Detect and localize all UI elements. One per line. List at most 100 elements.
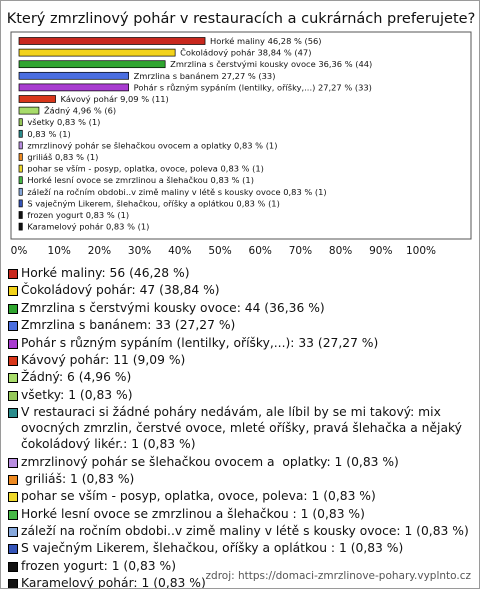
- bar: [18, 71, 129, 80]
- x-tick-label: 30%: [128, 245, 151, 257]
- legend-swatch: [8, 527, 18, 538]
- bar: [18, 106, 40, 115]
- legend-swatch: [8, 373, 18, 384]
- legend-label: záleží na ročním obdobi..v zimě maliny v…: [21, 524, 469, 539]
- legend-swatch: [8, 390, 18, 401]
- legend-item: Pohár s různým sypáním (lentilky, oříšky…: [8, 335, 470, 351]
- legend-label: Žádný: 6 (4,96 %): [21, 370, 132, 385]
- chart: Který zmrzlinový pohár v restauracích a …: [7, 11, 476, 257]
- x-tick-label: 100%: [406, 245, 436, 257]
- legend-swatch: [8, 492, 18, 503]
- x-tick-label: 70%: [289, 245, 312, 257]
- legend-label: pohar se vším - posyp, oplatka, ovoce, p…: [21, 489, 376, 504]
- legend-label: Horké lesní ovoce se zmrzlinou a šlehačk…: [21, 506, 365, 521]
- legend-swatch: [8, 303, 18, 314]
- legend-swatch: [8, 286, 18, 297]
- legend-item: Zmrzlina s čerstvými kousky ovoce: 44 (3…: [8, 300, 470, 316]
- legend-label: Zmrzlina s banánem: 33 (27,27 %): [21, 318, 236, 333]
- source: zdroj: https://domaci-zmrzlinove-pohary.…: [205, 570, 471, 582]
- bar: [18, 48, 176, 57]
- chart-title: Který zmrzlinový pohár v restauracích a …: [7, 11, 476, 27]
- bar-label: Karamelový pohár 0,83 % (1): [27, 222, 149, 232]
- bar: [18, 199, 23, 208]
- bar: [18, 187, 23, 196]
- legend-item: S vaječným Likerem, šlehačkou, oříšky a …: [8, 540, 470, 556]
- legend-item: griliáš: 1 (0,83 %): [8, 471, 470, 487]
- bar-label: griliáš 0,83 % (1): [27, 152, 98, 162]
- legend-item: Čokoládový pohár: 47 (38,84 %): [8, 282, 470, 298]
- legend: Horké maliny: 56 (46,28 %) Čokoládový poh…: [8, 265, 470, 589]
- bar: [18, 37, 206, 45]
- bar-label: Pohár s různým sypáním (lentilky, oříšky…: [134, 82, 372, 92]
- legend-label: zmrzlinový pohár se šlehačkou ovocem a o…: [21, 454, 399, 469]
- bar: [18, 164, 23, 173]
- bar-label: všetky 0,83 % (1): [27, 117, 100, 127]
- bar: [18, 141, 23, 150]
- bar-label: S vaječným Likerem, šlehačkou, oříšky a …: [27, 198, 280, 208]
- legend-label: V restauraci si žádné poháry nedávám, al…: [21, 405, 466, 452]
- legend-label: frozen yogurt: 1 (0,83 %): [21, 558, 176, 573]
- bar-label: Horké lesní ovoce se zmrzlinou a šlehačk…: [27, 175, 254, 185]
- legend-item: pohar se vším - posyp, oplatka, ovoce, p…: [8, 488, 470, 504]
- bar-label: Zmrzlina s banánem 27,27 % (33): [134, 71, 276, 81]
- bar: [18, 176, 23, 185]
- legend-item: Horké lesní ovoce se zmrzlinou a šlehačk…: [8, 506, 470, 522]
- x-tick-label: 10%: [48, 245, 71, 257]
- bar: [18, 95, 56, 103]
- legend-item: Zmrzlina s banánem: 33 (27,27 %): [8, 317, 470, 333]
- x-tick-label: 20%: [88, 245, 111, 257]
- bar-label: Čokoládový pohár 38,84 % (47): [180, 47, 311, 58]
- legend-swatch: [8, 338, 18, 349]
- bar-label: 0,83 % (1): [27, 129, 70, 139]
- bar: [18, 222, 23, 231]
- legend-label: Karamelový pohár: 1 (0,83 %): [21, 576, 206, 589]
- legend-item: Žádný: 6 (4,96 %): [8, 369, 470, 385]
- bar-label: Zmrzlina s čerstvými kousky ovoce 36,36 …: [170, 59, 372, 69]
- legend-item: Kávový pohár: 11 (9,09 %): [8, 352, 470, 368]
- legend-label: Zmrzlina s čerstvými kousky ovoce: 44 (3…: [21, 300, 325, 315]
- legend-item: frozen yogurt: 1 (0,83 %): [8, 558, 470, 574]
- legend-label: griliáš: 1 (0,83 %): [21, 471, 135, 486]
- bar: [18, 83, 129, 92]
- legend-swatch: [8, 321, 18, 332]
- bar-label: Žádný 4,96 % (6): [44, 105, 116, 116]
- x-tick-label: 40%: [168, 245, 191, 257]
- x-tick-label: 80%: [329, 245, 352, 257]
- x-tick-label: 50%: [208, 245, 231, 257]
- bar: [18, 60, 166, 69]
- legend-item: Karamelový pohár: 1 (0,83 %): [8, 575, 470, 589]
- bar: [18, 118, 23, 127]
- legend-swatch: [8, 579, 18, 588]
- legend-swatch: [8, 408, 18, 419]
- legend-swatch: [8, 269, 18, 279]
- legend-swatch: [8, 457, 18, 468]
- legend-label: Horké maliny: 56 (46,28 %): [21, 266, 190, 280]
- x-tick-label: 90%: [369, 245, 392, 257]
- legend-item: V restauraci si žádné poháry nedávám, al…: [8, 404, 470, 452]
- legend-swatch: [8, 544, 18, 555]
- legend-label: Čokoládový pohár: 47 (38,84 %): [21, 283, 220, 298]
- legend-item: všetky: 1 (0,83 %): [8, 387, 470, 403]
- legend-swatch: [8, 474, 18, 485]
- legend-item: zmrzlinový pohár se šlehačkou ovocem a o…: [8, 454, 470, 470]
- plot-frame: [10, 31, 472, 240]
- bar-label: zmrzlinový pohár se šlehačkou ovocem a o…: [27, 140, 277, 150]
- legend-swatch: [8, 509, 18, 520]
- legend-label: Kávový pohár: 11 (9,09 %): [21, 352, 186, 367]
- bar-label: pohar se vším - posyp, oplatka, ovoce, p…: [27, 164, 264, 174]
- x-tick-label: 60%: [249, 245, 272, 257]
- bar: [18, 211, 23, 219]
- legend-swatch: [8, 355, 18, 366]
- bar-label: Kávový pohár 9,09 % (11): [61, 94, 169, 104]
- legend-item: Horké maliny: 56 (46,28 %): [8, 265, 470, 281]
- legend-item: záleží na ročním obdobi..v zimě maliny v…: [8, 523, 470, 539]
- bar-label: frozen yogurt 0,83 % (1): [27, 210, 129, 220]
- legend-label: všetky: 1 (0,83 %): [21, 387, 133, 402]
- x-tick-label: 0%: [11, 245, 28, 257]
- bar: [18, 129, 23, 138]
- legend-label: Pohár s různým sypáním (lentilky, oříšky…: [21, 335, 379, 350]
- bar-label: záleží na ročním obdobi..v zimě maliny v…: [27, 187, 326, 197]
- legend-swatch: [8, 561, 18, 572]
- bar-label: Horké maliny 46,28 % (56): [210, 36, 322, 46]
